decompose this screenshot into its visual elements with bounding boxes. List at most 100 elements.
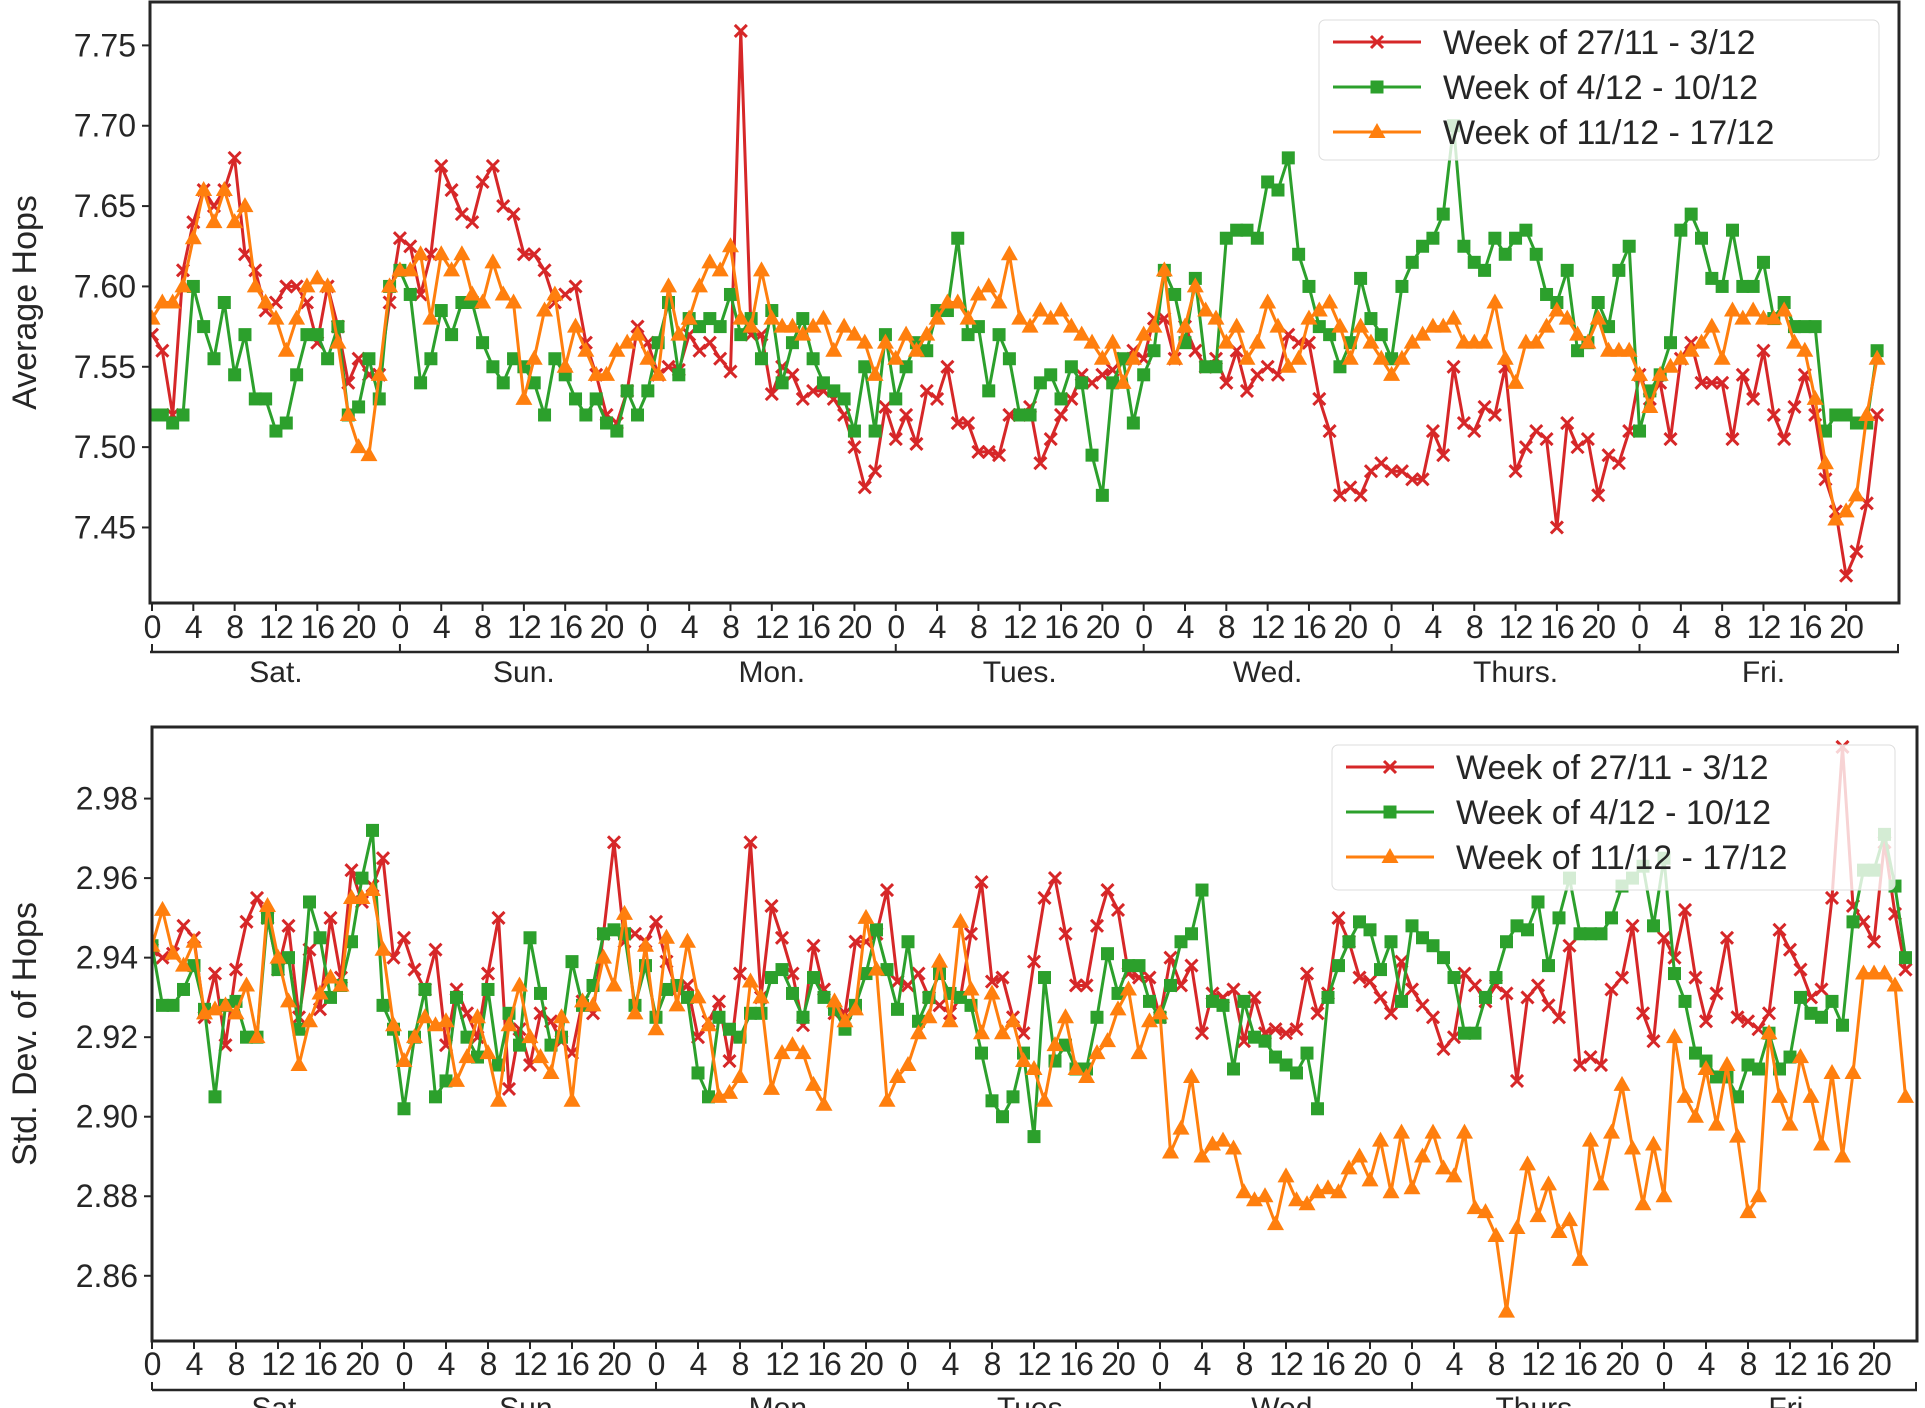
data-point — [1004, 1012, 1022, 1028]
data-point — [395, 1052, 413, 1068]
data-point — [1572, 1057, 1588, 1073]
data-point — [1622, 239, 1636, 253]
data-point — [1802, 1087, 1820, 1103]
data-point — [226, 213, 244, 229]
data-point — [909, 436, 924, 451]
data-point — [281, 918, 296, 933]
data-point — [1162, 1143, 1179, 1159]
x-tick-label: 0 — [900, 1346, 917, 1382]
data-point — [177, 982, 190, 996]
data-point — [1527, 333, 1545, 349]
data-point — [1635, 1006, 1651, 1021]
data-point — [1437, 951, 1450, 965]
data-point — [434, 158, 449, 173]
x-tick-label: 12 — [765, 1346, 799, 1382]
data-point — [1135, 325, 1153, 341]
data-point — [1436, 207, 1450, 221]
data-point — [1510, 919, 1524, 933]
data-point — [859, 967, 873, 981]
data-point — [631, 408, 645, 422]
data-point — [1734, 309, 1752, 325]
data-point — [184, 229, 202, 245]
data-point — [1796, 341, 1814, 357]
x-tick-label: 0 — [1404, 1346, 1421, 1382]
x-tick-label: 4 — [929, 609, 946, 645]
data-point — [1279, 357, 1297, 373]
data-point — [217, 996, 234, 1012]
data-point — [1772, 922, 1787, 937]
legend-marker — [1383, 805, 1397, 819]
data-point — [434, 304, 448, 318]
data-point — [711, 994, 727, 1009]
data-point — [1787, 399, 1802, 415]
data-point — [1834, 1147, 1851, 1163]
data-point — [1703, 317, 1721, 333]
data-point — [1130, 1044, 1148, 1060]
x-tick-label: 8 — [1218, 609, 1235, 645]
data-point — [1592, 1175, 1610, 1191]
data-point — [1785, 333, 1803, 349]
data-point — [1560, 263, 1574, 277]
data-point — [1688, 970, 1703, 985]
data-point — [239, 914, 254, 929]
data-point — [1823, 1063, 1841, 1079]
x-tick-label: 0 — [1135, 609, 1152, 645]
x-tick-label: 4 — [186, 1346, 203, 1382]
data-point — [403, 239, 418, 254]
data-point — [1258, 1034, 1272, 1048]
data-point — [353, 888, 371, 904]
data-point — [269, 424, 283, 438]
data-point — [1508, 464, 1523, 479]
data-point — [764, 387, 779, 402]
data-point — [866, 365, 884, 381]
data-point — [879, 882, 895, 898]
data-point — [1782, 942, 1798, 957]
data-point — [1416, 239, 1430, 253]
data-point — [1589, 309, 1607, 325]
data-point — [1886, 976, 1904, 992]
x-tick-label: 4 — [690, 1346, 707, 1382]
data-point — [1829, 408, 1843, 422]
data-point — [1434, 317, 1452, 333]
data-point — [516, 247, 531, 262]
data-point — [1372, 1131, 1389, 1147]
data-point — [868, 424, 882, 438]
data-point — [237, 247, 253, 262]
data-point — [321, 352, 335, 366]
data-point — [579, 408, 593, 422]
data-point — [1204, 1135, 1221, 1151]
x-tick-label: 4 — [1698, 1346, 1715, 1382]
data-point — [889, 1067, 906, 1083]
data-point — [1164, 978, 1177, 992]
data-point — [1641, 397, 1659, 413]
data-point — [463, 285, 481, 301]
data-point — [1088, 1044, 1106, 1060]
data-point — [620, 384, 634, 398]
data-point — [1340, 1159, 1358, 1175]
data-point — [1684, 207, 1698, 221]
data-point — [227, 1004, 245, 1020]
data-point — [1219, 231, 1233, 245]
data-point — [1395, 994, 1408, 1008]
data-point — [1064, 360, 1078, 374]
x-tick-label: 0 — [144, 609, 161, 645]
data-point — [1256, 1187, 1274, 1203]
data-point — [1384, 464, 1399, 479]
data-point — [1425, 1010, 1441, 1025]
data-point — [1704, 375, 1719, 390]
data-point — [324, 990, 337, 1004]
data-point — [1016, 1026, 1031, 1041]
data-point — [1752, 1062, 1765, 1076]
data-point — [298, 277, 316, 293]
data-point — [1425, 423, 1440, 439]
data-point — [1186, 277, 1204, 293]
data-point — [1300, 309, 1318, 325]
data-point — [1374, 328, 1388, 342]
data-point — [429, 1090, 442, 1104]
x-tick-label: 0 — [1656, 1346, 1673, 1382]
data-point — [1269, 1050, 1282, 1064]
data-point — [1519, 1155, 1536, 1171]
data-point — [721, 237, 739, 253]
data-point — [1756, 343, 1771, 358]
data-point — [950, 415, 965, 431]
